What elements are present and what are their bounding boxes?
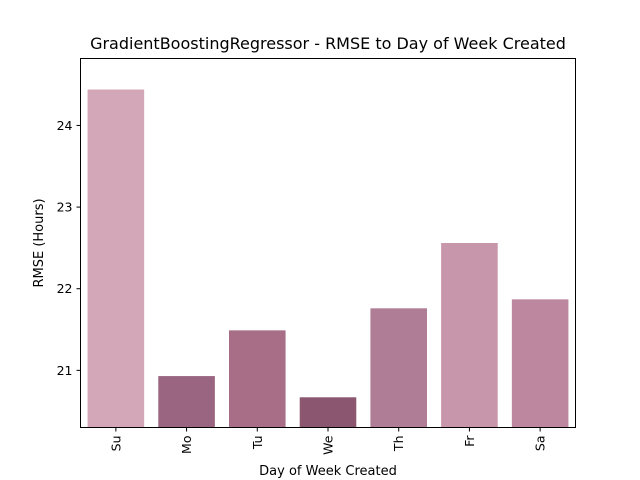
x-axis-label: Day of Week Created [259,464,397,479]
x-tick-label: Tu [250,436,265,451]
y-tick-label: 23 [57,200,73,215]
y-tick-label: 22 [57,281,73,296]
y-axis-label: RMSE (Hours) [32,198,47,287]
x-tick-label: Th [391,436,406,453]
x-tick-label: We [321,435,336,455]
bar-th [370,308,427,428]
bar-sa [511,299,569,428]
x-tick-label: Sa [533,436,548,452]
y-axis-ticks: 21 22 23 24 [57,118,81,378]
bar-we [299,397,357,428]
plot-frame [80,58,576,428]
bar-mo [158,376,215,428]
x-tick-label: Mo [179,436,194,454]
bars-group [87,89,569,428]
bar-tu [229,330,286,428]
y-tick-label: 24 [57,118,73,133]
chart-title: GradientBoostingRegressor - RMSE to Day … [90,34,566,53]
x-tick-label: Fr [462,435,477,447]
y-tick-label: 21 [57,363,73,378]
bar-fr [441,243,498,428]
bar-su [87,89,145,428]
x-tick-label: Su [108,436,123,452]
x-axis-ticks: Su Mo Tu We Th Fr Sa [108,427,548,455]
